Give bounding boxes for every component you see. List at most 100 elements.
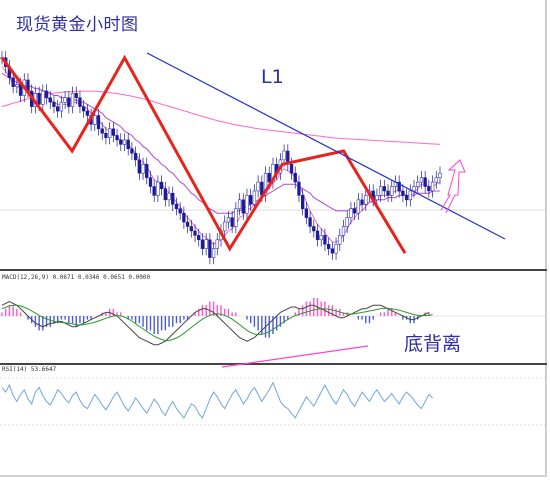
candle-body: [104, 132, 108, 138]
candle-body: [249, 195, 253, 205]
candle-body: [37, 93, 41, 105]
candle-body: [386, 190, 390, 196]
candle-body: [438, 172, 442, 178]
candle-body: [141, 164, 145, 174]
candle-body: [241, 199, 245, 214]
candle-body: [419, 177, 424, 183]
candle-body: [360, 199, 364, 205]
divergence-line: [221, 345, 369, 368]
chart-title: 现货黄金小时图: [16, 15, 139, 35]
candle-body: [44, 90, 49, 98]
candle-body: [48, 97, 52, 103]
candle-body: [178, 208, 182, 214]
candle-body: [226, 217, 231, 223]
candle-body: [282, 150, 286, 161]
candle-body: [312, 226, 316, 232]
candle-body: [200, 239, 205, 249]
candle-body: [352, 208, 357, 214]
ma-slow-line: [1, 90, 441, 145]
candle-body: [74, 93, 78, 98]
candle-body: [263, 172, 268, 196]
candle-body: [375, 195, 379, 201]
candle-body: [130, 148, 134, 154]
candle-body: [182, 212, 186, 223]
candle-body: [215, 239, 219, 249]
candle-body: [301, 195, 305, 209]
projection-arrow: [440, 159, 466, 214]
ma-fast-line: [1, 66, 441, 245]
candle-body: [382, 186, 386, 192]
candle-body: [93, 115, 97, 125]
candle-body: [63, 97, 67, 103]
candle-body: [252, 190, 257, 205]
divergence-label: 底背离: [404, 333, 462, 355]
candle-body: [330, 248, 335, 254]
candle-body: [126, 139, 130, 150]
candle-body: [78, 97, 82, 107]
candle-body: [119, 139, 123, 145]
candle-body: [256, 181, 260, 192]
candle-body: [137, 159, 141, 174]
candle-body: [41, 90, 45, 105]
candle-body: [404, 195, 409, 201]
candle-body: [334, 243, 338, 254]
candle-body: [267, 172, 271, 183]
candle-body: [197, 235, 201, 241]
candle-body: [434, 177, 438, 183]
candle-body: [390, 186, 394, 196]
candle-body: [107, 128, 112, 138]
candle-body: [11, 77, 15, 87]
candle-body: [145, 164, 149, 178]
candle-body: [208, 239, 212, 258]
candle-body: [204, 239, 208, 249]
candle-body: [122, 139, 127, 145]
candle-body: [211, 248, 216, 258]
candle-body: [193, 230, 197, 236]
candle-body: [185, 221, 190, 227]
candle-body: [70, 93, 75, 107]
candle-body: [315, 230, 320, 241]
candle-body: [133, 152, 138, 161]
candle-body: [323, 235, 327, 245]
candle-body: [156, 181, 160, 196]
candle-body: [408, 190, 412, 201]
candle-body: [223, 221, 227, 232]
macd-signal-line: [1, 304, 433, 341]
candle-body: [237, 199, 242, 209]
candle-body: [308, 217, 312, 227]
candle-body: [67, 97, 71, 107]
candle-body: [423, 177, 427, 187]
candle-body: [430, 181, 435, 192]
macd-header: MACD(12,26,9) 0.0671 0.0346 0.0651 0.000…: [2, 274, 151, 281]
candle-body: [338, 235, 342, 245]
candle-body: [427, 186, 431, 192]
candle-body: [234, 208, 238, 227]
candle-body: [230, 217, 234, 227]
candle-body: [174, 204, 179, 209]
trendline-l1: [146, 52, 506, 240]
zigzag-line: [0, 54, 407, 254]
candle-body: [293, 172, 297, 183]
candle-body: [167, 192, 171, 201]
candle-body: [96, 115, 101, 130]
candle-body: [85, 110, 90, 116]
candle-body: [412, 186, 416, 192]
candle-body: [356, 199, 360, 214]
candle-body: [111, 128, 116, 136]
candle-body: [289, 164, 294, 174]
candle-body: [56, 106, 60, 112]
candle-body: [82, 106, 86, 112]
candle-body: [148, 177, 153, 187]
candle-body: [152, 186, 156, 196]
candle-body: [397, 181, 401, 192]
candle-body: [115, 135, 119, 141]
candle-body: [297, 181, 301, 196]
candle-body: [345, 217, 349, 227]
candle-body: [349, 208, 353, 218]
candle-body: [378, 186, 383, 196]
candle-body: [171, 192, 175, 205]
candle-body: [100, 128, 104, 134]
candle-body: [326, 243, 331, 249]
